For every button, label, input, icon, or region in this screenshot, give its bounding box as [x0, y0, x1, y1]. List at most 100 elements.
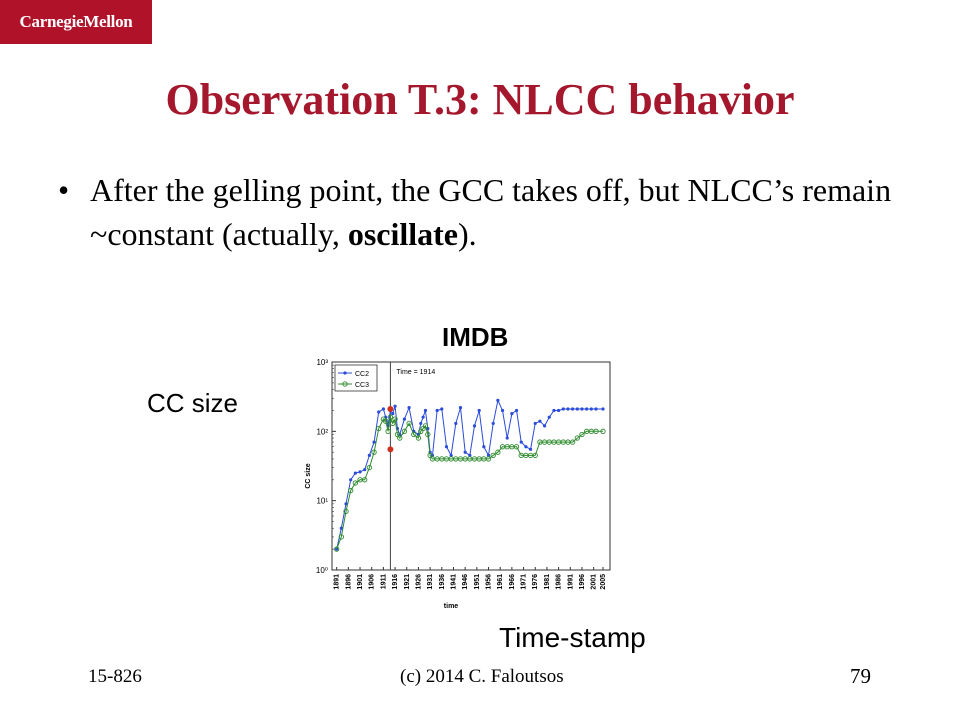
- legend-label: CC2: [355, 371, 369, 378]
- x-tick-label: 1926: [415, 574, 422, 590]
- cc2-data-point: [468, 453, 472, 457]
- cc2-data-point: [510, 412, 514, 416]
- cc2-data-point: [601, 407, 605, 411]
- cc2-data-point: [561, 407, 565, 411]
- x-tick-label: 1906: [369, 574, 376, 590]
- y-tick-label: 10¹: [316, 497, 328, 506]
- cc2-data-point: [419, 421, 423, 426]
- cc2-data-point: [339, 526, 343, 530]
- x-tick-label: 1931: [427, 574, 434, 590]
- cc2-data-point: [423, 408, 428, 413]
- cc3-data-point: [406, 420, 412, 427]
- cc2-data-point: [367, 453, 371, 457]
- x-tick-label: 2005: [600, 574, 607, 590]
- cc3-data-point: [532, 452, 538, 459]
- page-number: 79: [850, 664, 871, 688]
- x-tick-label: 1911: [380, 574, 387, 589]
- x-tick-label: 1916: [392, 574, 399, 590]
- cc3-data-point: [376, 425, 382, 432]
- x-tick-label: 1981: [544, 574, 551, 590]
- cc3-data-point: [427, 452, 433, 459]
- cc2-data-point: [496, 398, 500, 402]
- cc3-data-point: [411, 431, 417, 438]
- x-tick-label: 1951: [474, 574, 481, 590]
- gelling-marker: [387, 405, 394, 412]
- cc2-data-point: [377, 410, 381, 414]
- cc3-data-point: [574, 435, 580, 441]
- y-tick-label: 10²: [316, 427, 328, 436]
- legend-marker: [343, 371, 347, 375]
- cc2-data-point: [585, 407, 589, 411]
- cc2-data-point: [580, 407, 584, 411]
- cc3-data-point: [343, 508, 349, 515]
- cc3-data-point: [338, 534, 344, 540]
- cc2-data-point: [557, 408, 561, 413]
- cc3-data-point: [490, 452, 496, 459]
- x-tick-label: 1946: [462, 574, 469, 590]
- cc3-data-point: [334, 546, 340, 552]
- cc2-data-point: [349, 478, 353, 482]
- cc2-data-point: [491, 421, 495, 426]
- x-tick-label: 1976: [532, 574, 539, 590]
- cc2-data-point: [533, 421, 537, 426]
- cc2-data-point: [363, 468, 367, 472]
- gelling-marker: [387, 446, 394, 453]
- cc3-data-point: [569, 439, 576, 445]
- legend-marker: [342, 381, 348, 387]
- cc3-data-point: [579, 431, 585, 438]
- cc3-data-point: [371, 449, 377, 455]
- y-axis-label: CC size: [305, 463, 312, 488]
- legend-box: [334, 364, 378, 392]
- x-tick-label: 1966: [509, 574, 516, 590]
- y-tick-label: 10⁰: [316, 566, 328, 575]
- cc2-data-point: [402, 417, 407, 421]
- bullet-emphasis: oscillate: [347, 216, 458, 252]
- cc2-data-point: [353, 471, 357, 475]
- cc3-data-point: [387, 414, 394, 420]
- cc3-data-point: [383, 418, 389, 424]
- cc2-data-point: [393, 404, 397, 408]
- cc3-data-point: [394, 431, 401, 438]
- cc2-data-point: [524, 445, 528, 449]
- cc3-data-point: [422, 423, 429, 429]
- bullet-dot-icon: •: [58, 172, 70, 208]
- cc2-data-point: [486, 453, 491, 457]
- imdb-label: IMDB: [442, 322, 509, 352]
- cc3-data-point: [397, 435, 403, 441]
- cc2-data-point: [528, 447, 533, 451]
- cc2-data-point: [552, 408, 556, 413]
- cc2-data-point: [440, 407, 444, 411]
- cc2-data-point: [482, 445, 486, 449]
- cc2-data-point: [435, 408, 439, 413]
- cc3-data-point: [348, 487, 354, 494]
- cc3-data-point: [401, 428, 408, 434]
- chart-svg: 10⁰ 10¹ 10² 10³ 1891 1896 1901 1906 1911 1916 1921…: [305, 358, 611, 610]
- cc2-data-point: [391, 412, 395, 416]
- cc2-data-point: [589, 407, 593, 411]
- cc2-data-point: [542, 424, 547, 428]
- footer-course: 15-826: [88, 666, 142, 687]
- cc2-data-point: [454, 421, 458, 426]
- logo-text: CarnegieMellon: [19, 12, 133, 31]
- carnegie-mellon-logo: CarnegieMellon: [0, 0, 152, 44]
- time-annotation: Time = 1914: [396, 369, 435, 376]
- cc3-data-point: [385, 428, 391, 434]
- cc3-data-point: [392, 416, 398, 422]
- cc3-data-point: [366, 464, 373, 471]
- cc2-data-point: [519, 440, 523, 444]
- cc3-data-point: [352, 480, 359, 486]
- x-tick-label: 1891: [334, 574, 341, 590]
- cc-size-label: CC size: [147, 388, 239, 418]
- cc2-data-point: [463, 450, 467, 454]
- cc-size-chart: 10⁰ 10¹ 10² 10³ 1891 1896 1901 1906 1911 1916 1921…: [290, 350, 620, 620]
- bullet-text-before: After the gelling point, the GCC takes o…: [90, 172, 892, 252]
- cc3-data-point: [485, 456, 492, 462]
- cc2-data-point: [372, 440, 376, 444]
- cc2-data-point: [505, 436, 509, 440]
- x-tick-label: 2001: [591, 574, 598, 590]
- x-tick-label: 1921: [404, 574, 411, 590]
- cc2-data-point: [472, 424, 477, 428]
- plot-area: [331, 361, 611, 571]
- cc2-data-point: [594, 407, 598, 411]
- cc2-data-point: [381, 407, 385, 411]
